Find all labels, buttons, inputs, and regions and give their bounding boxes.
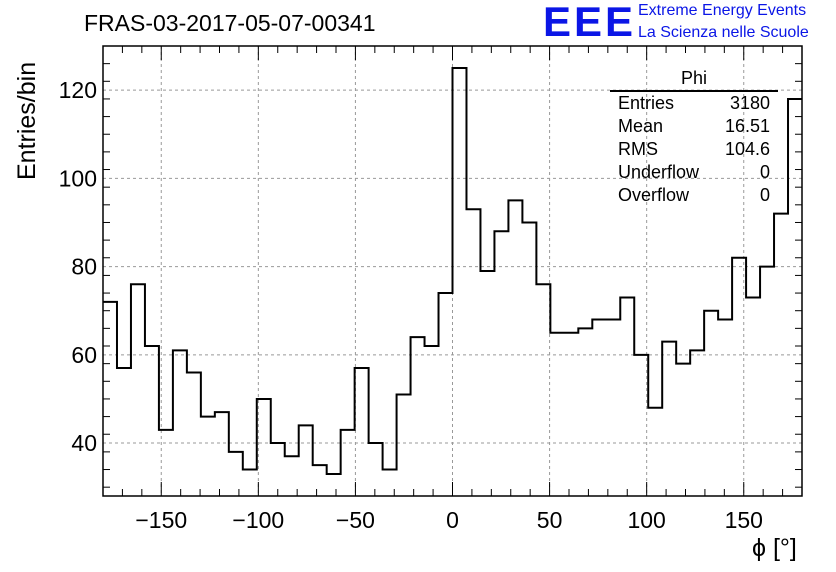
histogram-bin: [271, 443, 285, 496]
x-tick-label: 100: [627, 507, 665, 533]
x-tick-label: 50: [537, 507, 563, 533]
histogram-bin: [466, 209, 480, 496]
histogram-bin: [718, 320, 732, 496]
histogram-bin: [578, 328, 592, 496]
histogram-bin: [145, 346, 159, 496]
eee-logo: EEE: [543, 0, 637, 45]
histogram-bin: [746, 297, 760, 496]
stats-value: 0: [759, 185, 770, 205]
histogram-bin: [313, 465, 327, 496]
histogram-bin: [774, 214, 788, 496]
histogram-bin: [411, 337, 425, 496]
histogram-bin: [187, 372, 201, 496]
histogram-bin: [173, 350, 187, 496]
stats-row-rms: RMS 104.6: [610, 138, 778, 161]
stats-label: RMS: [618, 139, 658, 159]
histogram-bin: [550, 333, 564, 496]
y-tick-label: 80: [71, 254, 97, 280]
histogram-bin: [634, 355, 648, 496]
histogram-bin: [508, 200, 522, 496]
histogram-bin: [760, 267, 774, 496]
histogram-bin: [494, 231, 508, 496]
x-axis-label: ϕ [°]: [752, 534, 797, 562]
y-tick-label: 120: [59, 77, 97, 103]
stats-label: Entries: [618, 93, 675, 113]
histogram-bin: [327, 474, 341, 496]
histogram-bin: [131, 284, 145, 496]
histogram-bin: [243, 470, 257, 496]
y-tick-label: 40: [71, 430, 97, 456]
histogram-bin: [704, 311, 718, 496]
histogram-bin: [355, 368, 369, 496]
stats-row-overflow: Overflow 0: [610, 184, 778, 207]
stats-title: Phi: [610, 68, 778, 92]
histogram-series: [103, 67, 802, 475]
stats-value: 3180: [729, 93, 770, 113]
histogram-bin: [480, 271, 494, 496]
histogram-bin: [159, 430, 173, 496]
histogram-bin: [425, 346, 439, 496]
histogram-bin: [215, 412, 229, 496]
logo-line-2: La Scienza nelle Scuole: [638, 24, 809, 41]
x-tick-label: −150: [135, 507, 187, 533]
plot-frame: [102, 45, 803, 497]
y-tick-label: 100: [59, 165, 97, 191]
histogram-bin: [648, 408, 662, 496]
histogram-bin: [690, 350, 704, 496]
histogram-bin: [299, 425, 313, 496]
histogram-bin: [536, 284, 550, 496]
histogram-bin: [564, 333, 578, 496]
histogram-bin: [662, 342, 676, 496]
stats-box: Phi Entries 3180 Mean 16.51 RMS 104.6 Un…: [610, 68, 778, 207]
histogram-bin: [620, 297, 634, 496]
histogram-bin: [341, 430, 355, 496]
logo-line-1: Extreme Energy Events: [638, 2, 807, 19]
y-axis-label: Entries/bin: [13, 61, 41, 180]
histogram-bin: [369, 443, 383, 496]
stats-label: Underflow: [618, 162, 700, 182]
histogram-bin: [676, 364, 690, 496]
y-tick-label: 60: [71, 342, 97, 368]
histogram-bin: [257, 399, 271, 496]
histogram-bin: [453, 68, 467, 496]
histogram-bin: [103, 302, 117, 496]
histogram-bin: [201, 417, 215, 496]
chart-title: FRAS-03-2017-05-07-00341: [84, 10, 376, 36]
x-tick-label: −100: [232, 507, 284, 533]
x-tick-label: 150: [725, 507, 763, 533]
histogram-bin: [439, 293, 453, 496]
stats-value: 0: [759, 162, 770, 182]
stats-value: 16.51: [724, 116, 770, 136]
histogram-bin: [522, 222, 536, 496]
histogram-bin: [285, 456, 299, 496]
histogram-bin: [117, 368, 131, 496]
histogram-bin: [383, 470, 397, 496]
histogram-bin: [229, 452, 243, 496]
histogram-bin: [732, 258, 746, 496]
histogram-bin: [397, 395, 411, 496]
stats-label: Mean: [618, 116, 664, 136]
x-tick-label: −50: [336, 507, 375, 533]
stats-row-underflow: Underflow 0: [610, 161, 778, 184]
stats-row-entries: Entries 3180: [610, 92, 778, 115]
histogram-bin: [606, 320, 620, 496]
histogram-bin: [788, 99, 802, 496]
stats-row-mean: Mean 16.51: [610, 115, 778, 138]
stats-label: Overflow: [618, 185, 690, 205]
stats-value: 104.6: [724, 139, 770, 159]
histogram-bin: [592, 320, 606, 496]
x-tick-label: 0: [446, 507, 459, 533]
